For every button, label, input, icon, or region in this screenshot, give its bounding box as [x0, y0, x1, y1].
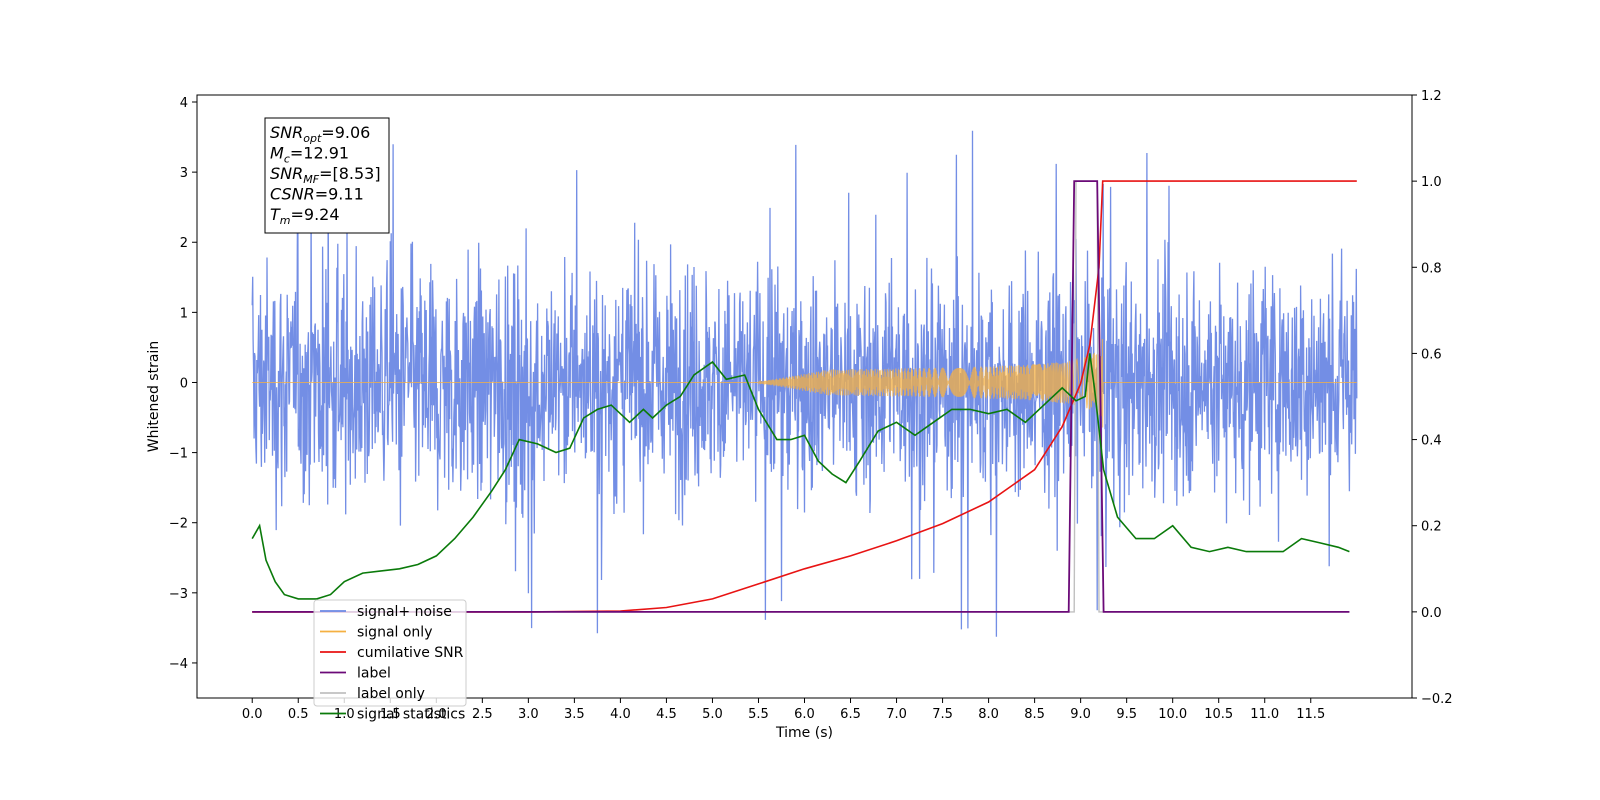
x-tick-label: 4.5 — [656, 707, 677, 722]
y-axis-label-left: Whitened strain — [146, 341, 162, 452]
legend: signal+ noise signal only cumilative SNR la… — [313, 599, 467, 723]
legend-entry: cumilative SNR — [357, 645, 464, 661]
parameter-annotation-box: SNRopt=9.06Mc=12.91SNRMF=[8.53]CSNR=9.11… — [264, 117, 390, 234]
y-tick-left-label: −4 — [169, 657, 188, 672]
annotation-line: SNRMF=[8.53] — [270, 164, 381, 186]
x-tick-label: 5.0 — [702, 707, 723, 722]
cumulative-snr-line — [252, 180, 1357, 613]
signal-noise-line — [251, 130, 1358, 637]
x-tick-label: 5.5 — [748, 707, 769, 722]
x-tick-label: 7.0 — [886, 707, 907, 722]
x-tick-label: 6.5 — [840, 707, 861, 722]
x-tick-label: 8.5 — [1024, 707, 1045, 722]
axes: 0.0 0.5 1.0 1.5 2.0 2.5 3.0 3.5 4.0 4.5 5.0 5.5 6.0 6… — [169, 89, 1453, 722]
x-tick-label: 1.0 — [334, 707, 355, 722]
x-tick-label: 1.5 — [380, 707, 401, 722]
annotation-line: CSNR=9.11 — [270, 185, 364, 204]
y-tick-left-label: 4 — [180, 96, 188, 111]
legend-entry: signal only — [357, 625, 432, 641]
y-tick-left-label: −1 — [169, 447, 188, 462]
y-tick-right-label: 0.2 — [1421, 520, 1442, 535]
annotation-line: SNRopt=9.06 — [270, 123, 370, 145]
y-tick-right-label: 0.6 — [1421, 347, 1442, 362]
y-tick-left-label: 2 — [180, 236, 188, 251]
y-tick-right-label: 1.2 — [1421, 89, 1442, 104]
y-tick-left-label: −3 — [169, 587, 188, 602]
y-tick-left-label: 0 — [180, 376, 188, 391]
y-tick-right-label: 0.8 — [1421, 261, 1442, 276]
legend-entry: signal+ noise — [357, 604, 452, 620]
x-tick-label: 10.5 — [1204, 707, 1233, 722]
y-tick-right-label: 0.0 — [1421, 606, 1442, 621]
x-tick-label: 6.0 — [794, 707, 815, 722]
legend-frame — [313, 599, 467, 707]
annotation-line: Tm=9.24 — [270, 205, 340, 227]
annotation-line: Mc=12.91 — [270, 144, 349, 166]
series-signal-noise — [251, 130, 1358, 637]
y-tick-left-label: −2 — [169, 517, 188, 532]
x-tick-label: 2.5 — [472, 707, 493, 722]
x-tick-label: 4.0 — [610, 707, 631, 722]
x-tick-label: 3.0 — [518, 707, 539, 722]
x-tick-label: 11.0 — [1250, 707, 1279, 722]
legend-entry: signal statistics — [357, 707, 465, 723]
y-tick-right-label: 0.4 — [1421, 434, 1442, 449]
x-axis-label: Time (s) — [775, 725, 833, 741]
y-tick-right-label: 1.0 — [1421, 175, 1442, 190]
x-tick-label: 9.0 — [1070, 707, 1091, 722]
annotation-frame — [264, 117, 390, 234]
series-lines — [251, 180, 1357, 613]
x-tick-label: 0.5 — [288, 707, 309, 722]
label-line — [252, 180, 1350, 613]
y-tick-left-label: 3 — [180, 166, 188, 181]
x-tick-label: 10.0 — [1158, 707, 1187, 722]
legend-entry: label only — [357, 686, 425, 702]
x-tick-label: 3.5 — [564, 707, 585, 722]
x-tick-label: 9.5 — [1116, 707, 1137, 722]
series-signal-only — [252, 339, 1357, 428]
y-tick-right-label: −0.2 — [1421, 692, 1453, 707]
x-tick-label: 2.0 — [426, 707, 447, 722]
legend-entry: label — [357, 666, 391, 682]
x-tick-label: 7.5 — [932, 707, 953, 722]
x-tick-label: 0.0 — [242, 707, 263, 722]
signal-only-line — [252, 339, 1357, 428]
x-tick-label: 11.5 — [1296, 707, 1325, 722]
y-tick-left-label: 1 — [180, 306, 188, 321]
signal-statistics-line — [251, 353, 1350, 600]
x-tick-label: 8.0 — [978, 707, 999, 722]
